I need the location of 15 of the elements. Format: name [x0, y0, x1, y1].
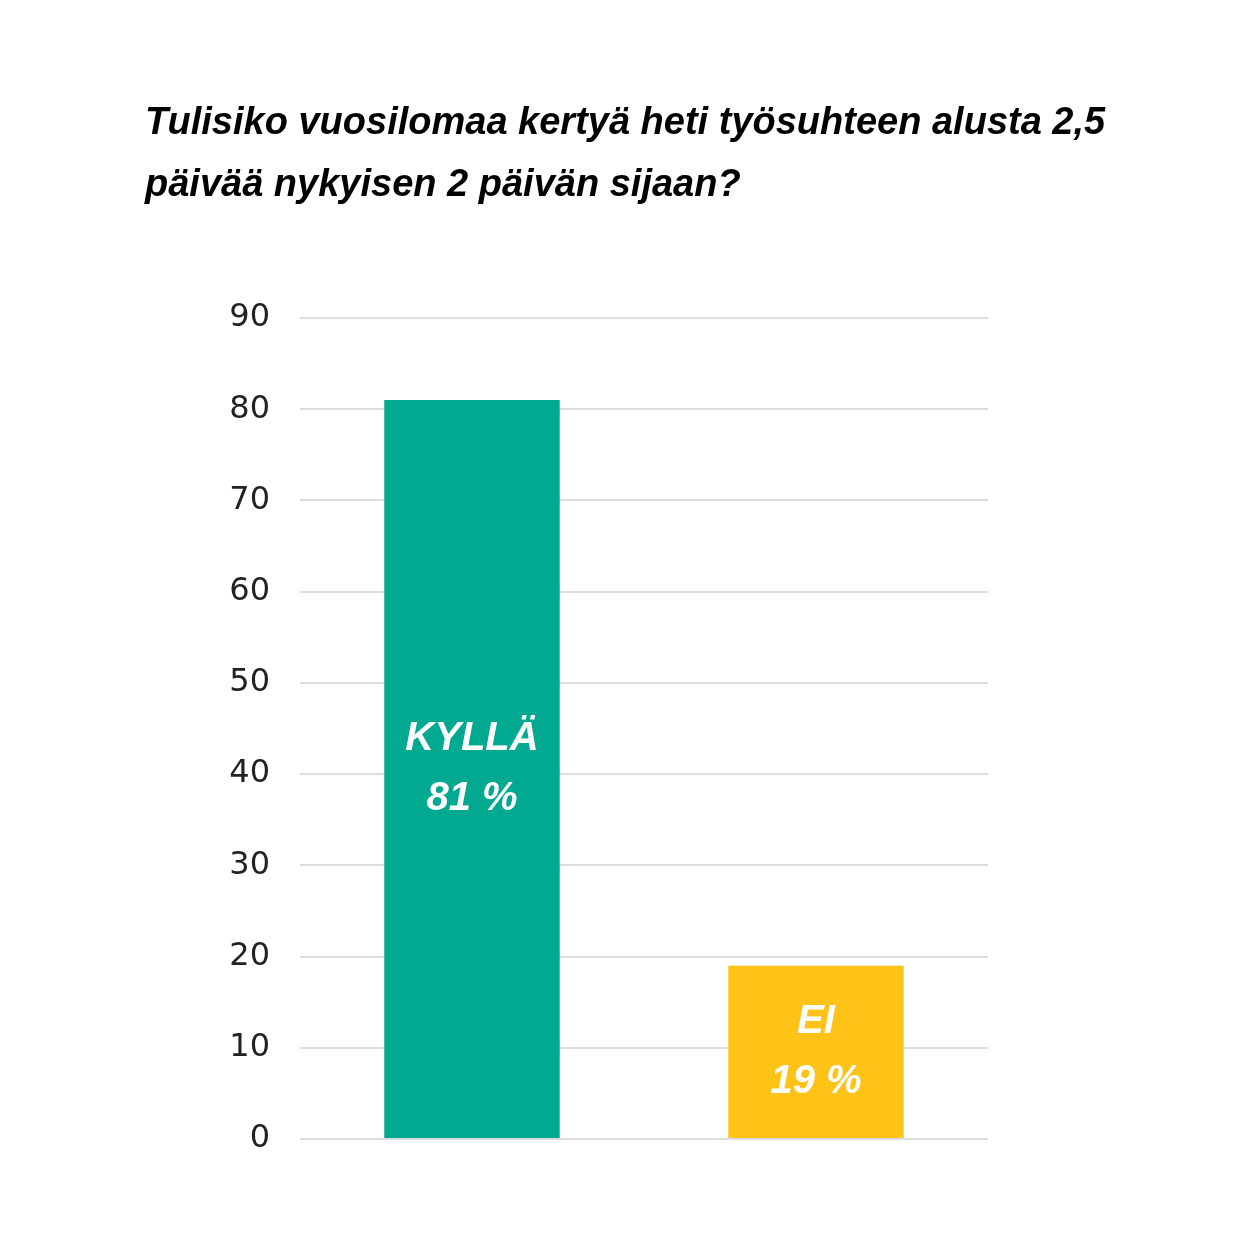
- y-tick-label: 80: [229, 387, 270, 426]
- y-tick-label: 40: [229, 752, 270, 791]
- y-tick-label: 10: [229, 1026, 270, 1065]
- y-tick-label: 60: [229, 569, 270, 608]
- x-tick-label: KYLLÄ: [405, 714, 539, 759]
- y-tick-label: 90: [229, 296, 270, 335]
- data-label: 81 %: [426, 774, 518, 819]
- y-tick-label: 30: [229, 843, 270, 882]
- chart-title: Tulisiko vuosilomaa kertyä heti työsuhteen alusta 2,5 päivää nykyisen 2 päivän sijaan?: [145, 99, 1107, 206]
- y-tick-label: 0: [249, 1117, 270, 1156]
- data-label: 19 %: [770, 1056, 862, 1101]
- x-tick-label: EI: [797, 996, 836, 1041]
- y-tick-label: 50: [229, 661, 270, 700]
- y-tick-label: 20: [229, 934, 270, 973]
- y-tick-label: 70: [229, 478, 270, 517]
